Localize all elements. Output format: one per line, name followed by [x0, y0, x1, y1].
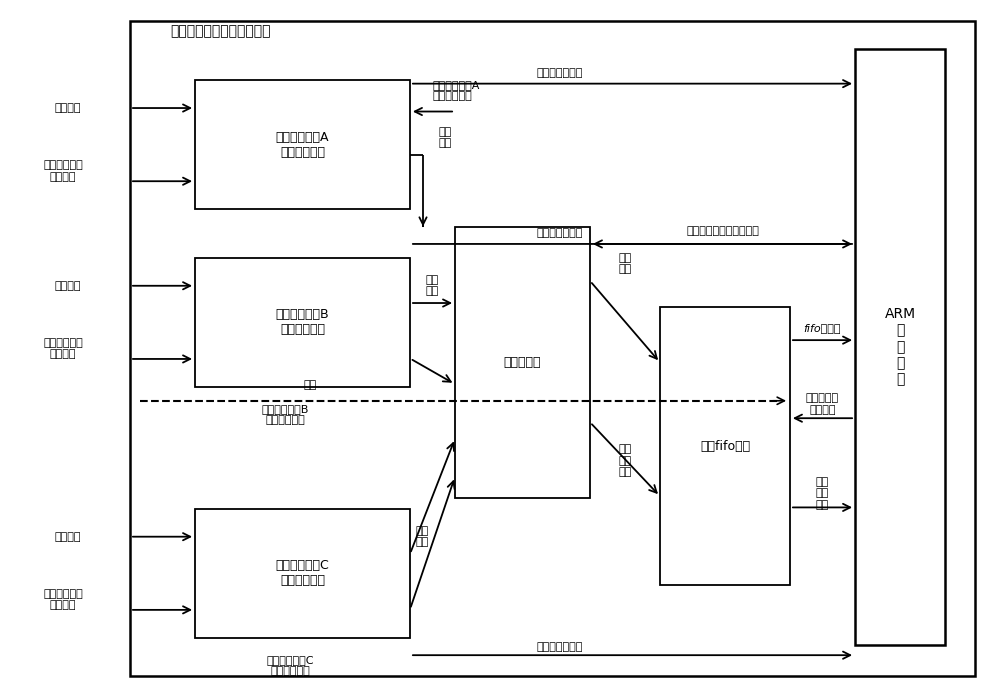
Text: 通道数据: 通道数据 — [55, 103, 81, 113]
Text: 时钟和采样率
控制信号: 时钟和采样率 控制信号 — [43, 160, 83, 181]
Bar — [130, 21, 975, 676]
Text: 连续触发控制字: 连续触发控制字 — [537, 642, 583, 652]
Text: 通道数据: 通道数据 — [55, 281, 81, 291]
Text: ARM
接
口
模
块: ARM 接 口 模 块 — [884, 307, 916, 386]
Bar — [195, 80, 410, 209]
Bar — [660, 307, 790, 585]
Text: 通道数据: 通道数据 — [55, 532, 81, 542]
Text: 串行总线协议C
连续触发数据: 串行总线协议C 连续触发数据 — [266, 655, 314, 676]
Text: 连续
触发
数据: 连续 触发 数据 — [816, 477, 829, 510]
Text: 数据选择器: 数据选择器 — [504, 356, 541, 369]
Text: 存数
使能: 存数 使能 — [438, 127, 452, 148]
Text: 读数时钟和
读数使能: 读数时钟和 读数使能 — [806, 394, 839, 415]
Text: 连续触发控制字: 连续触发控制字 — [537, 229, 583, 238]
Text: 连续触发控制字: 连续触发控制字 — [537, 68, 583, 78]
Text: 异步fifo模块: 异步fifo模块 — [700, 440, 750, 452]
Text: 存数
使能: 存数 使能 — [416, 526, 429, 547]
Text: 连续
触发
数据: 连续 触发 数据 — [618, 444, 632, 477]
Text: 时钟和采样率
控制信号: 时钟和采样率 控制信号 — [43, 338, 83, 359]
Text: 串行总线协议连续触发模块: 串行总线协议连续触发模块 — [170, 24, 270, 38]
Text: 时钟和采样率
控制信号: 时钟和采样率 控制信号 — [43, 589, 83, 610]
Text: 串行总线协议B
连续触发数据: 串行总线协议B 连续触发数据 — [261, 404, 309, 425]
Text: 存数
使能: 存数 使能 — [618, 253, 632, 274]
Bar — [195, 509, 410, 638]
Text: 串行总线协议A
连续触发数据: 串行总线协议A 连续触发数据 — [432, 80, 480, 101]
Text: 连续触发协议选择控制字: 连续触发协议选择控制字 — [686, 227, 759, 236]
Bar — [455, 227, 590, 498]
Text: 串行总线协议B
连续触发模块: 串行总线协议B 连续触发模块 — [276, 308, 329, 337]
Bar — [195, 258, 410, 387]
Text: 串行总线协议C
连续触发模块: 串行总线协议C 连续触发模块 — [276, 559, 329, 588]
Text: 串行总线协议A
连续触发模块: 串行总线协议A 连续触发模块 — [276, 130, 329, 159]
Text: 时钟: 时钟 — [303, 381, 317, 390]
Text: 存数
使能: 存数 使能 — [426, 275, 439, 296]
Bar — [855, 49, 945, 645]
Text: fifo空标志: fifo空标志 — [804, 323, 841, 332]
